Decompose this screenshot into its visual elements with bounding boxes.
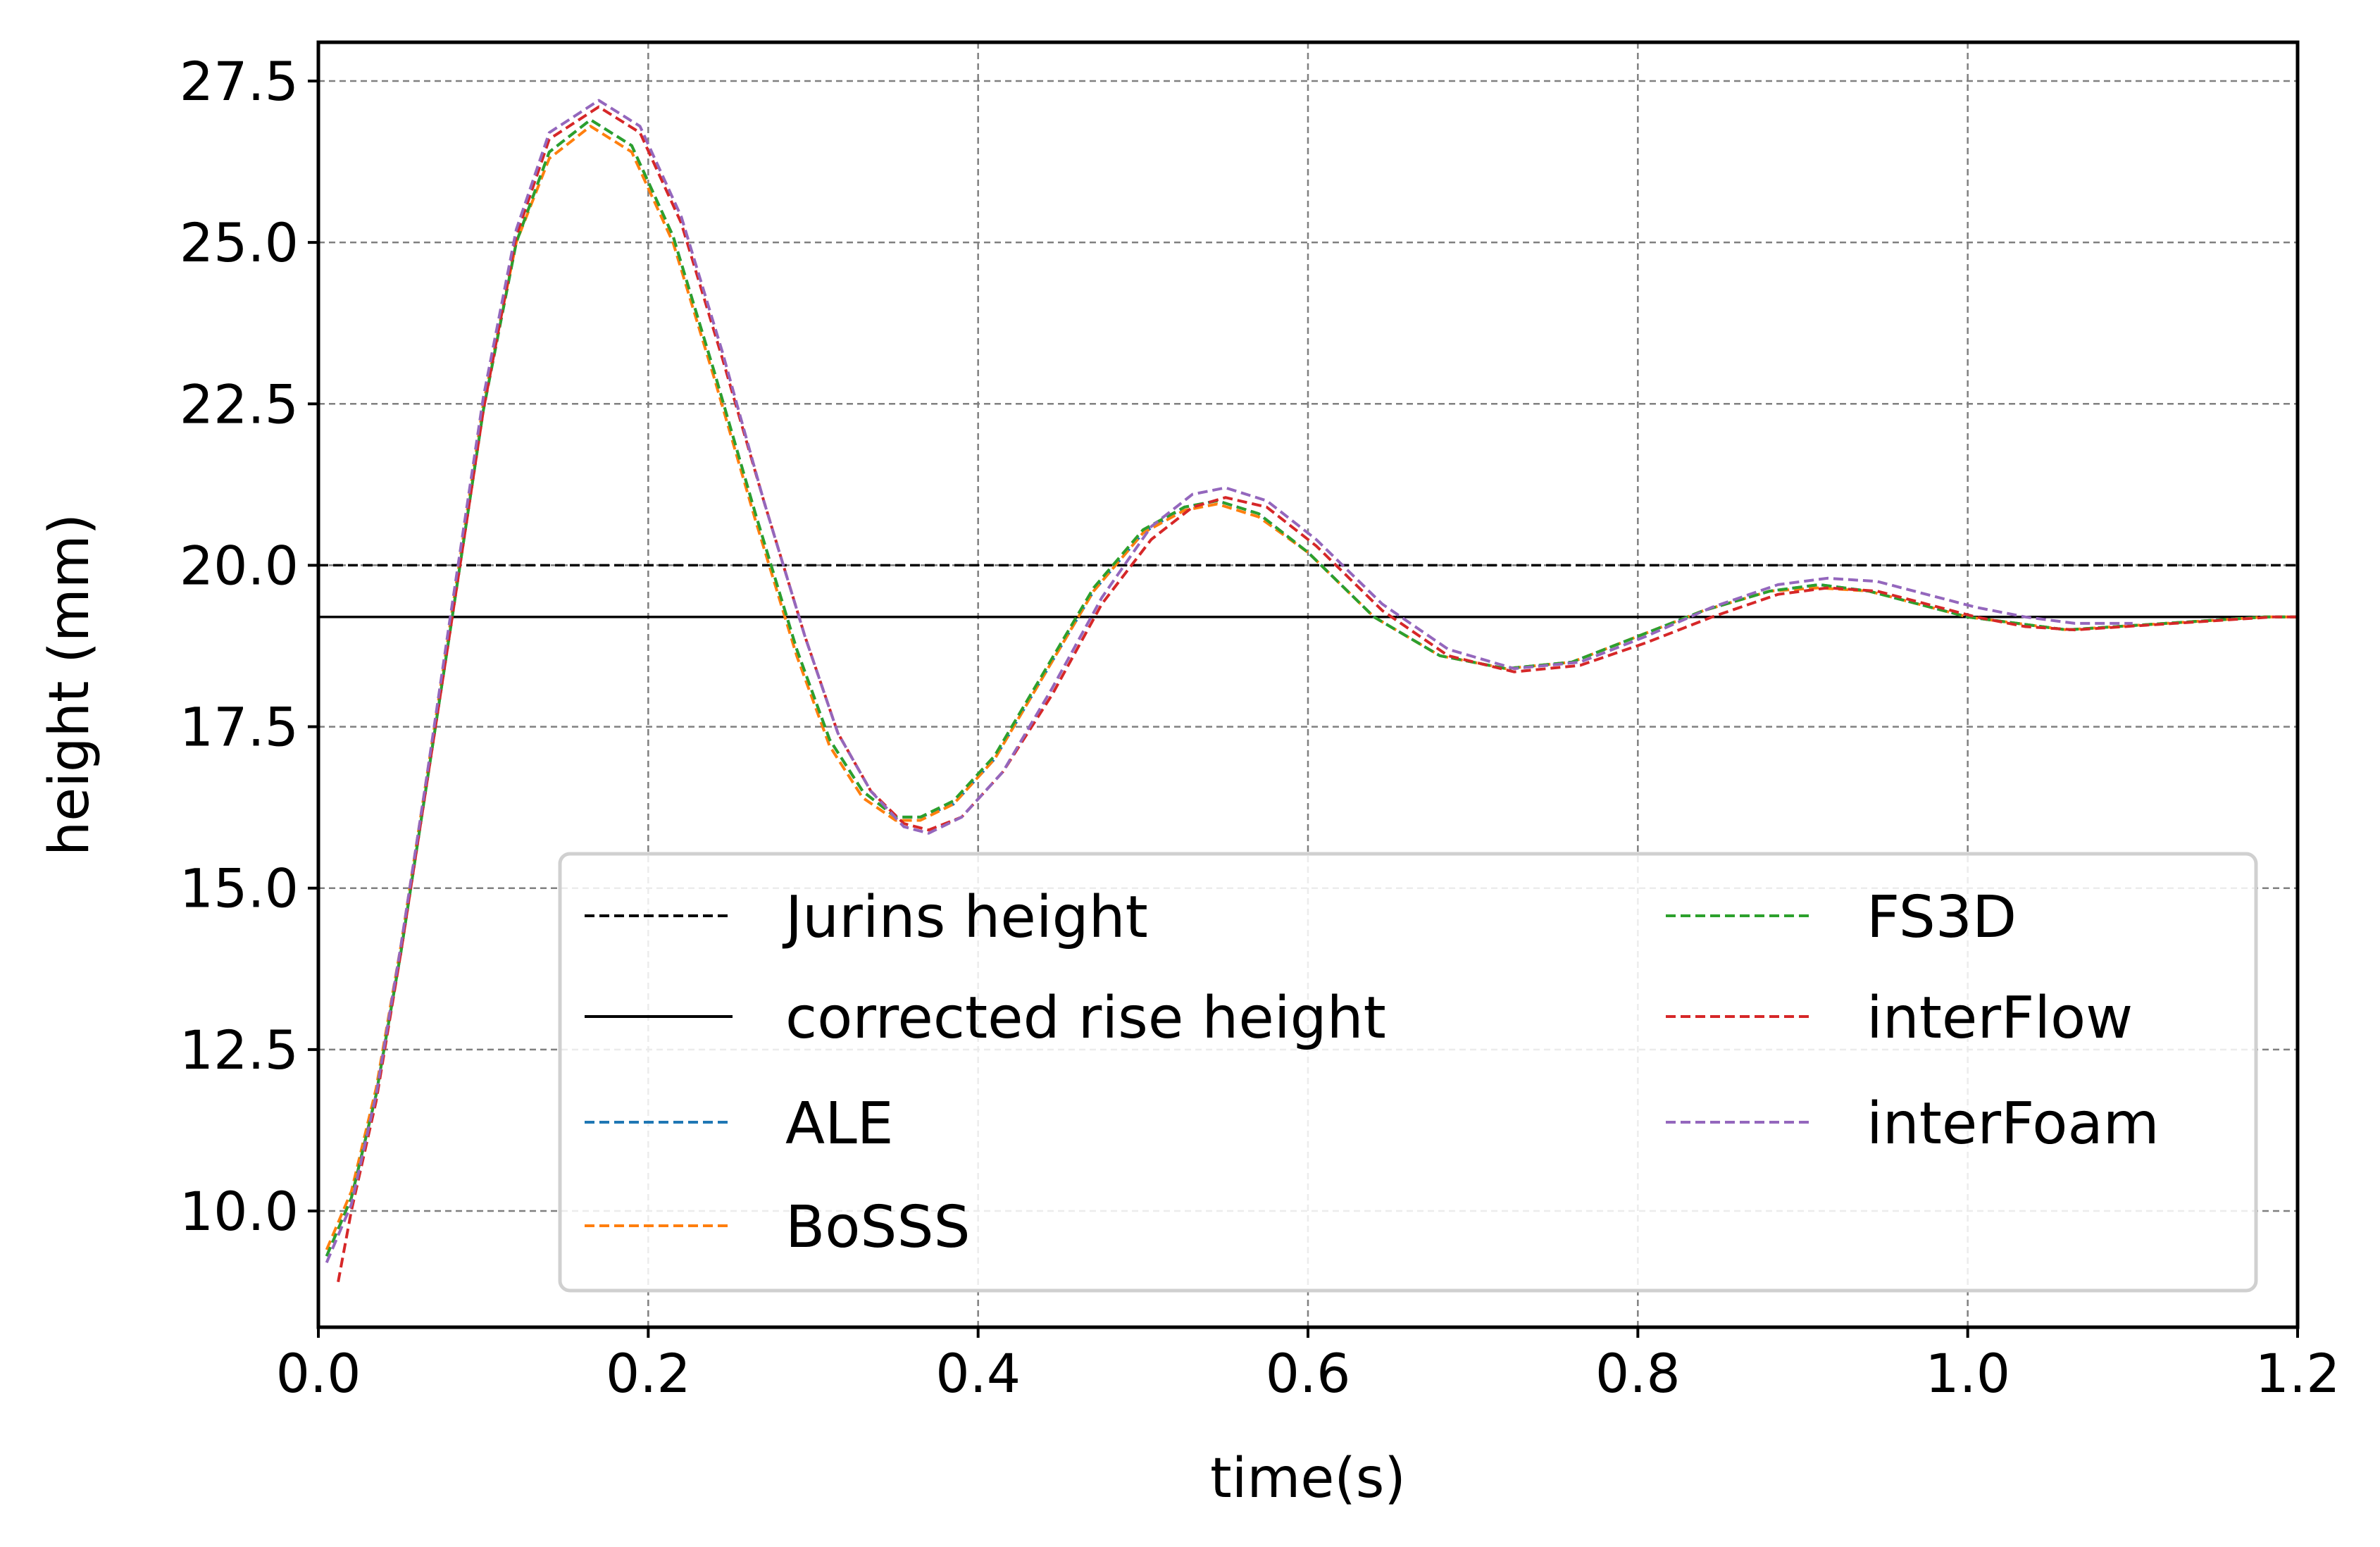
- legend-label: Jurins height: [782, 884, 1148, 951]
- y-tick-label: 22.5: [180, 373, 299, 435]
- x-axis-label: time(s): [1210, 1447, 1406, 1510]
- legend-label: FS3D: [1867, 884, 2017, 951]
- y-tick-label: 17.5: [180, 696, 299, 759]
- x-tick-label: 0.6: [1266, 1342, 1351, 1405]
- series-group: [325, 99, 2298, 1283]
- y-tick-label: 20.0: [180, 534, 299, 597]
- y-tick-label: 15.0: [180, 857, 299, 920]
- legend-label: interFlow: [1867, 985, 2133, 1052]
- y-tick-label: 10.0: [180, 1180, 299, 1243]
- y-tick-label: 12.5: [180, 1019, 299, 1081]
- y-axis-label: height (mm): [38, 514, 101, 856]
- x-tick-label: 0.0: [276, 1342, 361, 1405]
- legend: Jurins height corrected rise height ALE BoS…: [558, 852, 2258, 1293]
- y-axis-ticks: 10.0 12.5 15.0 17.5 20.0 22.5 25.0 27.5: [180, 50, 318, 1243]
- x-tick-label: 1.0: [1925, 1342, 2010, 1405]
- y-tick-label: 25.0: [180, 211, 299, 274]
- series-line-interFoam: [325, 99, 2133, 1264]
- legend-label: ALE: [785, 1091, 894, 1157]
- legend-label: BoSSS: [785, 1194, 971, 1261]
- x-axis-ticks: 0.0 0.2 0.4 0.6 0.8 1.0 1.2: [276, 1327, 2341, 1405]
- x-tick-label: 0.4: [935, 1342, 1021, 1405]
- legend-label: corrected rise height: [785, 985, 1386, 1052]
- x-tick-label: 1.2: [2255, 1342, 2341, 1405]
- series-line-interFlow: [337, 105, 2298, 1283]
- x-tick-label: 0.2: [606, 1342, 691, 1405]
- legend-label: interFoam: [1867, 1091, 2160, 1157]
- y-tick-label: 27.5: [180, 50, 299, 113]
- legend-box: [558, 852, 2258, 1293]
- x-tick-label: 0.8: [1595, 1342, 1681, 1405]
- series-line-FS3D: [325, 118, 2298, 1257]
